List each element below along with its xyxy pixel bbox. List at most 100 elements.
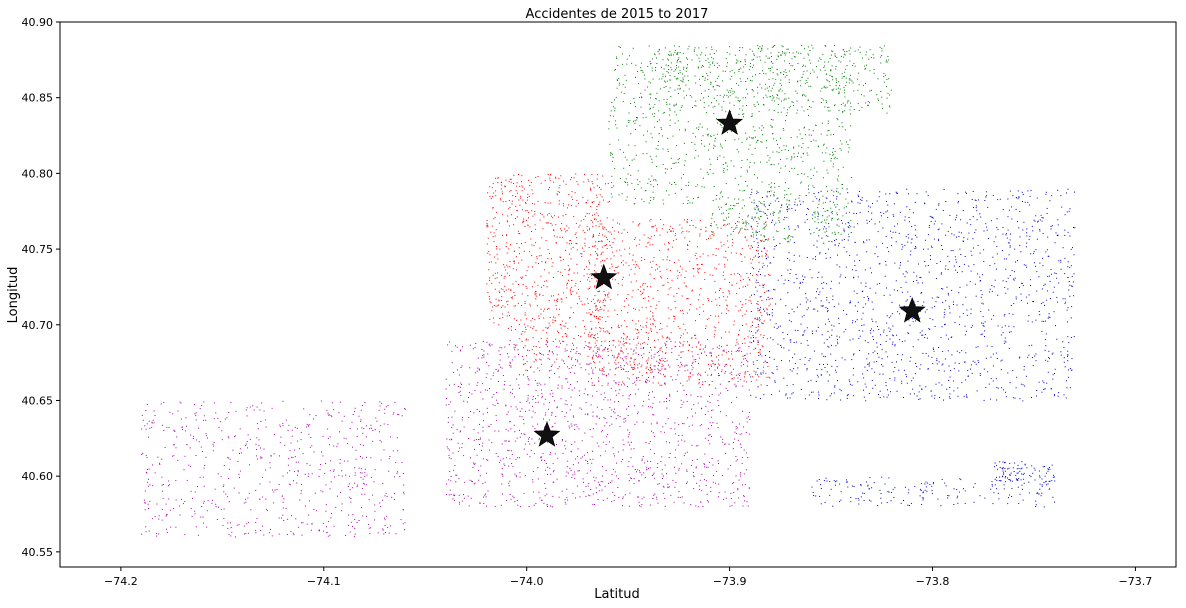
data-point — [641, 292, 643, 294]
data-point — [825, 257, 827, 259]
data-point — [650, 97, 651, 99]
data-point — [638, 243, 640, 245]
data-point — [825, 477, 827, 479]
data-point — [903, 500, 904, 501]
data-point — [1000, 369, 1002, 371]
data-point — [615, 359, 617, 361]
data-point — [638, 309, 640, 311]
data-point — [699, 344, 701, 346]
data-point — [815, 258, 817, 260]
data-point — [1009, 239, 1011, 241]
data-point — [593, 187, 595, 189]
data-point — [836, 264, 838, 266]
data-point — [546, 286, 548, 288]
data-point — [851, 177, 853, 178]
data-point — [845, 198, 847, 200]
data-point — [537, 176, 539, 177]
data-point — [571, 205, 572, 207]
data-point — [792, 392, 794, 394]
data-point — [669, 225, 671, 227]
data-point — [745, 229, 747, 231]
data-point — [684, 329, 686, 331]
data-point — [1002, 250, 1003, 252]
data-point — [891, 334, 893, 336]
data-point — [1006, 258, 1007, 260]
data-point — [654, 103, 656, 105]
data-point — [529, 185, 531, 187]
data-point — [679, 345, 681, 347]
data-point — [915, 320, 917, 322]
data-point — [742, 222, 744, 224]
data-point — [810, 141, 812, 142]
data-point — [1009, 479, 1011, 481]
data-point — [849, 254, 851, 256]
data-point — [674, 301, 676, 303]
data-point — [806, 340, 808, 342]
data-point — [1068, 342, 1070, 344]
data-point — [766, 314, 768, 316]
data-point — [489, 195, 491, 197]
data-point — [702, 135, 704, 137]
data-point — [726, 203, 728, 205]
data-point — [742, 47, 744, 49]
data-point — [625, 358, 627, 360]
data-point — [706, 128, 708, 130]
data-point — [1035, 319, 1037, 321]
data-point — [860, 485, 862, 487]
data-point — [806, 219, 808, 221]
data-point — [817, 391, 819, 393]
data-point — [595, 225, 597, 227]
data-point — [1007, 216, 1009, 218]
data-point — [755, 396, 757, 398]
data-point — [695, 337, 697, 339]
data-point — [950, 226, 951, 228]
data-point — [770, 124, 772, 126]
data-point — [975, 200, 977, 201]
data-point — [907, 241, 909, 243]
data-point — [744, 372, 746, 374]
data-point — [836, 214, 838, 216]
data-point — [648, 339, 649, 341]
data-point — [992, 380, 994, 382]
data-point — [769, 356, 771, 358]
data-point — [1003, 488, 1005, 490]
data-point — [590, 335, 592, 336]
data-point — [858, 109, 860, 111]
data-point — [493, 218, 495, 220]
data-point — [872, 387, 874, 389]
data-point — [631, 357, 632, 359]
data-point — [1035, 500, 1037, 502]
data-point — [855, 270, 857, 271]
data-point — [590, 188, 591, 190]
data-point — [740, 61, 742, 63]
data-point — [765, 355, 766, 356]
data-point — [844, 71, 846, 73]
data-point — [809, 72, 811, 74]
data-point — [714, 333, 715, 335]
data-point — [1008, 325, 1010, 327]
data-point — [547, 328, 549, 329]
data-point — [1073, 254, 1075, 256]
data-point — [992, 256, 994, 258]
data-point — [885, 193, 887, 195]
data-point — [653, 235, 655, 237]
data-point — [965, 296, 967, 298]
data-point — [629, 120, 631, 122]
data-point — [689, 260, 691, 262]
data-point — [524, 242, 526, 244]
data-point — [955, 216, 957, 218]
data-point — [1064, 298, 1066, 300]
data-point — [863, 493, 865, 494]
data-point — [1051, 225, 1053, 227]
data-point — [736, 203, 738, 204]
data-point — [720, 227, 722, 229]
data-point — [688, 181, 690, 183]
data-point — [500, 188, 502, 190]
data-point — [886, 502, 888, 503]
data-point — [907, 332, 909, 334]
data-point — [929, 483, 931, 485]
data-point — [942, 288, 944, 290]
data-point — [959, 352, 961, 354]
data-point — [668, 288, 670, 290]
data-point — [738, 310, 740, 312]
